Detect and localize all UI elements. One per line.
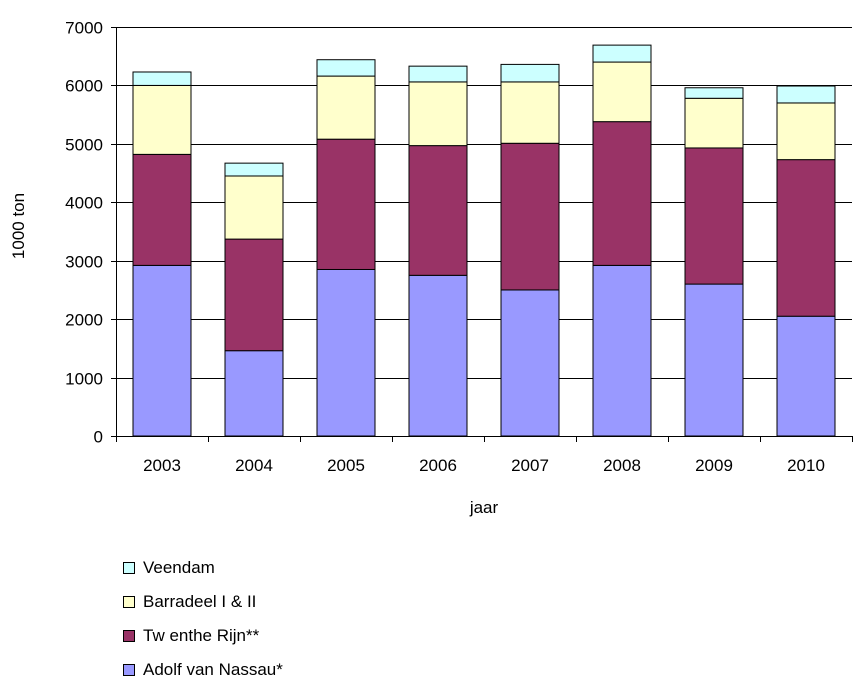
bar-segment bbox=[776, 85, 836, 104]
stacked-bar-chart: 0 1000 2000 3000 4000 5000 6000 7000 2003 2004 200… bbox=[9, 19, 853, 517]
bar-segment bbox=[500, 63, 560, 83]
bars bbox=[132, 44, 836, 437]
y-tick-label: 4000 bbox=[65, 194, 103, 213]
x-tick-label: 2003 bbox=[143, 456, 181, 475]
legend-item: Adolf van Nassau* bbox=[123, 654, 283, 686]
bar-segment bbox=[316, 75, 376, 140]
bar-segment bbox=[500, 81, 560, 144]
bar-segment bbox=[684, 87, 744, 99]
bar-segment bbox=[316, 138, 376, 270]
bar-segment bbox=[592, 121, 652, 266]
bar-segment bbox=[132, 84, 192, 155]
y-tick-label: 6000 bbox=[65, 77, 103, 96]
legend-label: Veendam bbox=[143, 558, 215, 577]
bar-segment bbox=[132, 153, 192, 266]
bar-segment bbox=[224, 238, 284, 352]
y-axis-title: 1000 ton bbox=[9, 193, 28, 259]
bar-segment bbox=[224, 175, 284, 240]
bar-segment bbox=[592, 61, 652, 123]
bar-segment bbox=[684, 283, 744, 437]
bar-segment bbox=[408, 274, 468, 437]
legend-label: Tw enthe Rijn** bbox=[143, 626, 260, 645]
y-tick-label: 5000 bbox=[65, 136, 103, 155]
legend-label: Barradeel I & II bbox=[143, 592, 257, 611]
axes: 0 1000 2000 3000 4000 5000 6000 7000 2003 2004 200… bbox=[65, 19, 853, 475]
bar-segment bbox=[592, 44, 652, 63]
legend-swatch bbox=[123, 596, 135, 608]
legend-swatch bbox=[123, 630, 135, 642]
bar-segment bbox=[776, 315, 836, 437]
legend-swatch bbox=[123, 562, 135, 574]
bar-segment bbox=[408, 65, 468, 83]
x-tick-label: 2008 bbox=[603, 456, 641, 475]
legend-item: Veendam bbox=[123, 552, 283, 584]
y-tick-label: 2000 bbox=[65, 311, 103, 330]
x-tick-label: 2010 bbox=[787, 456, 825, 475]
bar-segment bbox=[316, 59, 376, 77]
legend-item: Tw enthe Rijn** bbox=[123, 620, 283, 652]
bar-segment bbox=[500, 289, 560, 437]
y-tick-label: 1000 bbox=[65, 370, 103, 389]
bar-segment bbox=[224, 162, 284, 177]
bar-segment bbox=[776, 102, 836, 161]
y-tick-label: 7000 bbox=[65, 19, 103, 38]
x-tick-label: 2005 bbox=[327, 456, 365, 475]
legend-item: Barradeel I & II bbox=[123, 586, 283, 618]
x-tick-label: 2004 bbox=[235, 456, 273, 475]
bar-segment bbox=[132, 71, 192, 86]
bar-segment bbox=[132, 264, 192, 437]
bar-segment bbox=[592, 264, 652, 437]
bar-segment bbox=[776, 159, 836, 317]
bar-segment bbox=[316, 268, 376, 437]
bar-segment bbox=[408, 81, 468, 147]
chart-canvas: 0 1000 2000 3000 4000 5000 6000 7000 2003 2004 200… bbox=[9, 19, 853, 517]
x-tick-label: 2007 bbox=[511, 456, 549, 475]
x-tick-label: 2009 bbox=[695, 456, 733, 475]
y-tick-label: 0 bbox=[94, 428, 103, 447]
bar-segment bbox=[500, 142, 560, 291]
bar-segment bbox=[684, 97, 744, 149]
x-tick-label: 2006 bbox=[419, 456, 457, 475]
y-tick-label: 3000 bbox=[65, 253, 103, 272]
legend-swatch bbox=[123, 664, 135, 676]
legend-label: Adolf van Nassau* bbox=[143, 660, 283, 679]
bar-segment bbox=[224, 350, 284, 437]
bar-segment bbox=[684, 147, 744, 285]
x-axis-title: jaar bbox=[469, 498, 499, 517]
bar-segment bbox=[408, 145, 468, 276]
legend: Veendam Barradeel I & II Tw enthe Rijn** Ad… bbox=[123, 552, 283, 688]
